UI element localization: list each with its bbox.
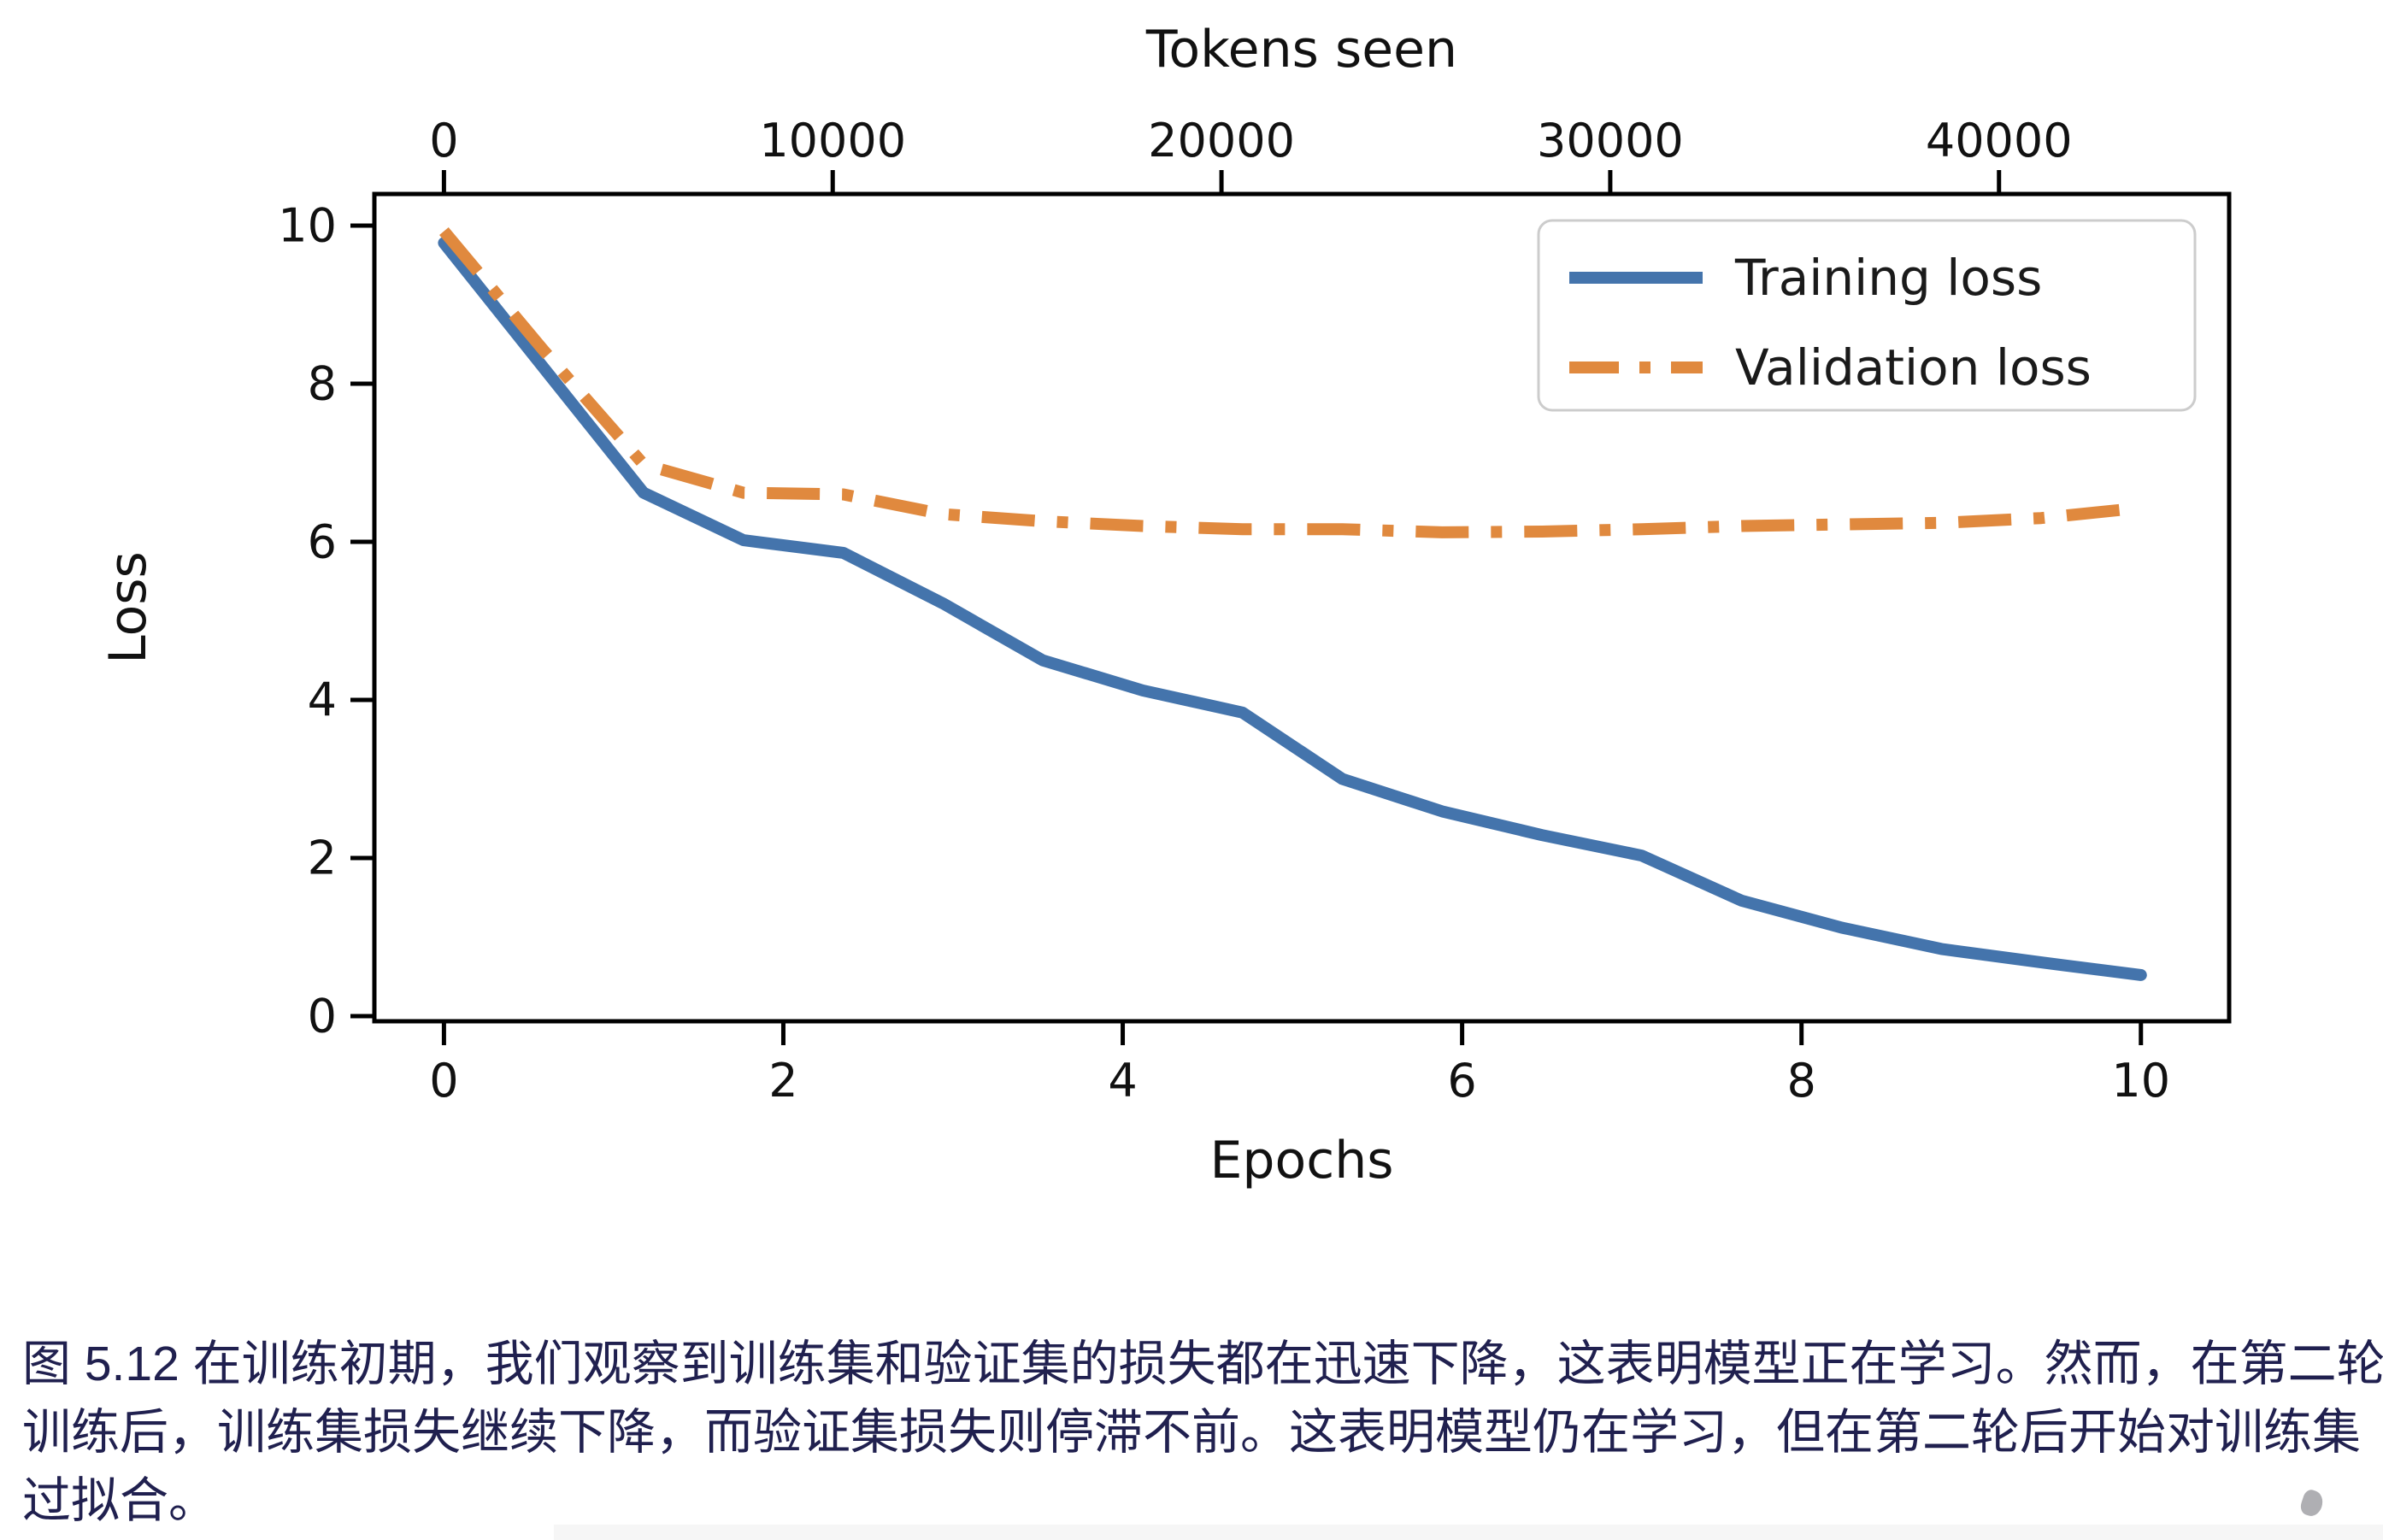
validation-loss-line (439, 227, 2142, 538)
top-axis-title: Tokens seen (1145, 20, 1457, 79)
x-tick-label: 8 (1787, 1054, 1816, 1108)
x-axis-title: Epochs (1210, 1131, 1394, 1190)
x-tick-label: 10 (2111, 1054, 2170, 1108)
x-tick-label: 0 (429, 1054, 458, 1108)
y-tick-label: 2 (308, 831, 337, 885)
scrollbar-track-artifact (554, 1525, 2383, 1540)
legend-label-training: Training loss (1734, 249, 2042, 307)
x-tick-label: 6 (1447, 1054, 1476, 1108)
caption-line-3: 过拟合。 (22, 1473, 217, 1528)
legend-label-validation: Validation loss (1735, 338, 2092, 397)
top-tick-label: 40000 (1926, 114, 2073, 168)
y-tick-label: 6 (308, 514, 337, 568)
caption-line-2: 训练后，训练集损失继续下降，而验证集损失则停滞不前。这表明模型仍在学习，但在第二… (22, 1405, 2361, 1460)
loss-chart: 0 2 4 6 8 10 0 2 4 6 8 10 0 10000 20000 30000 40000 Token… (98, 20, 2232, 1190)
x-tick-label: 2 (768, 1054, 797, 1108)
y-tick-label: 8 (308, 356, 337, 410)
y-tick-label: 4 (308, 673, 337, 726)
plot-frame (372, 191, 2232, 1024)
y-tick-label: 10 (278, 198, 337, 252)
y-axis-title: Loss (98, 551, 158, 664)
top-tick-label: 20000 (1148, 114, 1295, 168)
top-tick-label: 30000 (1537, 114, 1684, 168)
x-tick-label: 4 (1108, 1054, 1137, 1108)
training-loss-line (438, 237, 2147, 981)
y-tick-label: 0 (308, 989, 337, 1043)
top-tick-label: 10000 (759, 114, 906, 168)
top-tick-label: 0 (429, 114, 458, 168)
caption-line-1: 图 5.12 在训练初期，我们观察到训练集和验证集的损失都在迅速下降，这表明模型… (22, 1337, 2383, 1391)
figure-caption: 图 5.12 在训练初期，我们观察到训练集和验证集的损失都在迅速下降，这表明模型… (22, 1330, 2383, 1535)
